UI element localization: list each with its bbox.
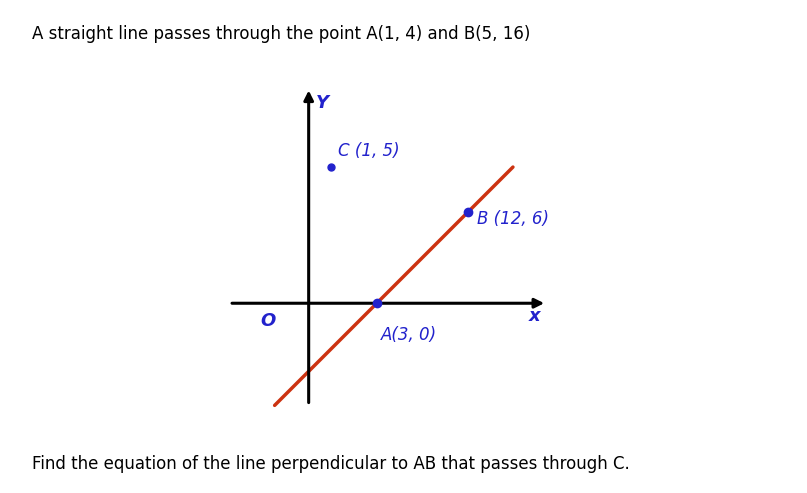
Text: A(3, 0): A(3, 0) bbox=[382, 326, 437, 344]
Text: Y: Y bbox=[316, 95, 328, 112]
Text: A straight line passes through the point A(1, 4) and B(5, 16): A straight line passes through the point… bbox=[32, 25, 531, 43]
Text: Find the equation of the line perpendicular to AB that passes through C.: Find the equation of the line perpendicu… bbox=[32, 455, 630, 473]
Text: O: O bbox=[260, 313, 275, 330]
Text: B (12, 6): B (12, 6) bbox=[477, 210, 549, 228]
Text: x: x bbox=[529, 308, 540, 325]
Text: C (1, 5): C (1, 5) bbox=[338, 142, 399, 160]
